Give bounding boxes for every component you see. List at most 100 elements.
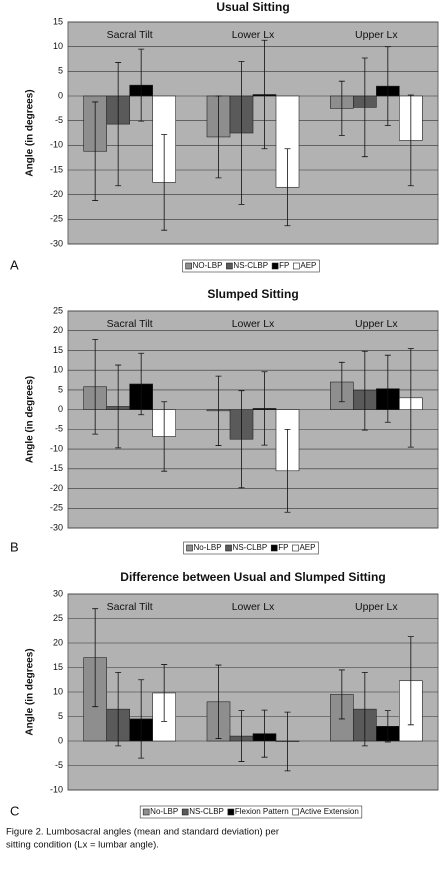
caption-line: Figure 2. Lumbosacral angles (mean and s…	[6, 827, 279, 838]
category-label: Upper Lx	[355, 29, 398, 41]
error-bar	[361, 350, 368, 431]
legend-label: Flexion Pattern	[235, 807, 289, 816]
category-label: Upper Lx	[355, 601, 398, 613]
error-bar	[407, 636, 414, 726]
error-bar	[92, 339, 99, 435]
legend-label: NO-LBP	[193, 261, 223, 270]
y-tick-label: 5	[58, 66, 63, 76]
legend-swatch	[293, 262, 300, 270]
error-bar	[138, 352, 145, 416]
y-tick-label: -30	[50, 522, 63, 532]
error-bar	[261, 39, 268, 150]
y-tick-label: -15	[50, 164, 63, 174]
y-tick-label: -5	[55, 115, 63, 125]
error-bar	[407, 348, 414, 448]
legend: NO-LBP NS-CLBP FP AEP	[182, 259, 320, 273]
error-bar	[215, 95, 222, 179]
error-bar	[284, 428, 291, 513]
legend-swatch	[270, 544, 278, 552]
y-tick-label: -5	[55, 424, 63, 434]
y-tick-label: -20	[50, 189, 63, 199]
chart-title: Slumped Sitting	[207, 287, 298, 301]
error-bar	[384, 46, 391, 126]
y-tick-label: -10	[50, 784, 63, 794]
chart-title: Usual Sitting	[216, 0, 289, 14]
y-tick-label: 10	[53, 41, 63, 51]
y-tick-label: -15	[50, 463, 63, 473]
category-label: Lower Lx	[232, 29, 275, 41]
legend-swatch	[142, 808, 150, 816]
error-bar	[261, 709, 268, 758]
panel-label: A	[10, 257, 19, 272]
error-bar	[92, 608, 99, 708]
error-bar	[361, 57, 368, 158]
y-tick-label: 15	[53, 662, 63, 672]
y-tick-label: 25	[53, 613, 63, 623]
error-bar	[238, 61, 245, 205]
y-tick-label: -5	[55, 760, 63, 770]
error-bar	[215, 664, 222, 739]
error-bar	[361, 672, 368, 747]
y-tick-label: 20	[53, 325, 63, 335]
legend-swatch	[292, 544, 299, 552]
error-bar	[138, 48, 145, 122]
legend-label: Active Extension	[300, 807, 359, 816]
y-tick-label: 0	[58, 404, 63, 414]
category-label: Upper Lx	[355, 318, 398, 330]
y-tick-label: -25	[50, 214, 63, 224]
error-bar	[115, 672, 122, 747]
y-tick-label: -10	[50, 140, 63, 150]
legend-swatch	[292, 808, 299, 816]
y-axis-label: Angle (in degrees)	[25, 648, 36, 735]
category-label: Lower Lx	[232, 318, 275, 330]
y-tick-label: 0	[58, 90, 63, 100]
category-label: Sacral Tilt	[107, 29, 153, 41]
legend-box	[183, 541, 319, 555]
y-tick-label: 15	[53, 16, 63, 26]
error-bar	[238, 390, 245, 489]
error-bar	[407, 94, 414, 187]
y-tick-label: -30	[50, 238, 63, 248]
y-tick-label: 25	[53, 305, 63, 315]
error-bar	[215, 375, 222, 446]
error-bar	[115, 62, 122, 187]
error-bar	[115, 364, 122, 449]
error-bar	[338, 669, 345, 720]
y-tick-label: 5	[58, 711, 63, 721]
y-tick-label: 20	[53, 637, 63, 647]
y-axis-label: Angle (in degrees)	[25, 89, 36, 176]
y-tick-label: 15	[53, 345, 63, 355]
y-tick-label: 10	[53, 686, 63, 696]
legend-swatch	[225, 544, 232, 552]
category-label: Sacral Tilt	[107, 318, 153, 330]
error-bar	[284, 148, 291, 227]
legend-label: FP	[278, 543, 288, 552]
y-tick-label: -10	[50, 443, 63, 453]
legend-label: No-LBP	[194, 543, 222, 552]
legend-label: No-LBP	[150, 807, 178, 816]
error-bar	[284, 711, 291, 772]
y-axis-label: Angle (in degrees)	[25, 376, 36, 463]
legend-label: NS-CLBP	[189, 807, 224, 816]
error-bar	[161, 401, 168, 472]
error-bar	[238, 710, 245, 762]
legend-label: NS-CLBP	[233, 543, 268, 552]
legend-swatch	[185, 262, 192, 270]
legend: No-LBP NS-CLBP Flexion Pattern Active Exten…	[139, 805, 363, 819]
error-bar	[338, 80, 345, 136]
y-tick-label: -25	[50, 503, 63, 513]
error-bar	[261, 371, 268, 446]
error-bar	[92, 101, 99, 201]
legend-box	[139, 805, 363, 819]
legend-label: NS-CLBP	[233, 261, 268, 270]
legend-swatch	[181, 808, 189, 816]
y-tick-label: 10	[53, 365, 63, 375]
error-bar	[161, 664, 168, 722]
error-bar	[138, 679, 145, 759]
legend-swatch	[271, 262, 279, 270]
y-tick-label: 5	[58, 384, 63, 394]
panel-label: B	[10, 539, 19, 554]
legend: No-LBP NS-CLBP FP AEP	[183, 541, 319, 555]
y-tick-label: 30	[53, 588, 63, 598]
y-tick-label: 0	[58, 735, 63, 745]
